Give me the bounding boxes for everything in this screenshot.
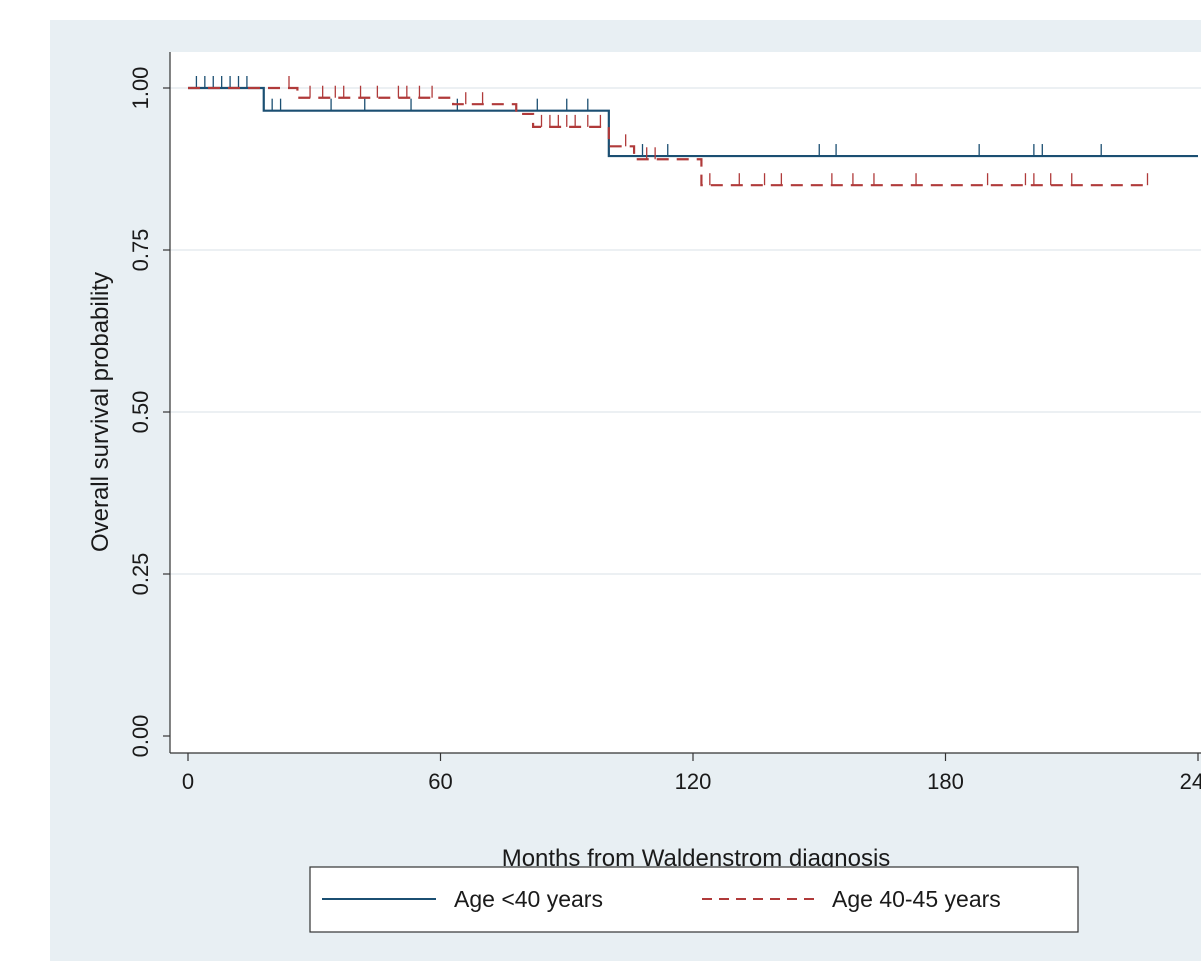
y-axis-ticks: 0.00 0.25 0.50 0.75 1.00 — [128, 67, 170, 758]
legend-label-age-40-45: Age 40-45 years — [832, 886, 1001, 912]
x-tick-label: 240 — [1180, 769, 1201, 794]
survival-curve — [188, 86, 1148, 187]
y-tick-label: 1.00 — [128, 67, 153, 110]
legend-box — [309, 866, 1079, 933]
legend-label-age-under-40: Age <40 years — [454, 886, 603, 912]
y-tick-label: 0.50 — [128, 391, 153, 434]
y-axis: 0.00 0.25 0.50 0.75 1.00 Overall survival pr… — [87, 52, 171, 758]
x-tick-label: 60 — [428, 769, 452, 794]
x-tick-label: 180 — [927, 769, 964, 794]
y-axis-label: Overall survival probability — [87, 272, 114, 552]
y-tick-label: 0.25 — [128, 553, 153, 596]
series-age-40-45 — [188, 76, 1149, 187]
gridlines — [170, 87, 1201, 575]
series-layer — [188, 76, 1198, 187]
plot-area — [170, 52, 1201, 753]
x-tick-label: 0 — [182, 769, 194, 794]
y-tick-label: 0.75 — [128, 229, 153, 272]
y-tick-label: 0.00 — [128, 715, 153, 758]
x-tick-label: 120 — [675, 769, 712, 794]
x-axis-ticks: 0 60 120 180 240 — [182, 753, 1201, 794]
legend: Age <40 years Age 40-45 years — [309, 866, 1079, 933]
